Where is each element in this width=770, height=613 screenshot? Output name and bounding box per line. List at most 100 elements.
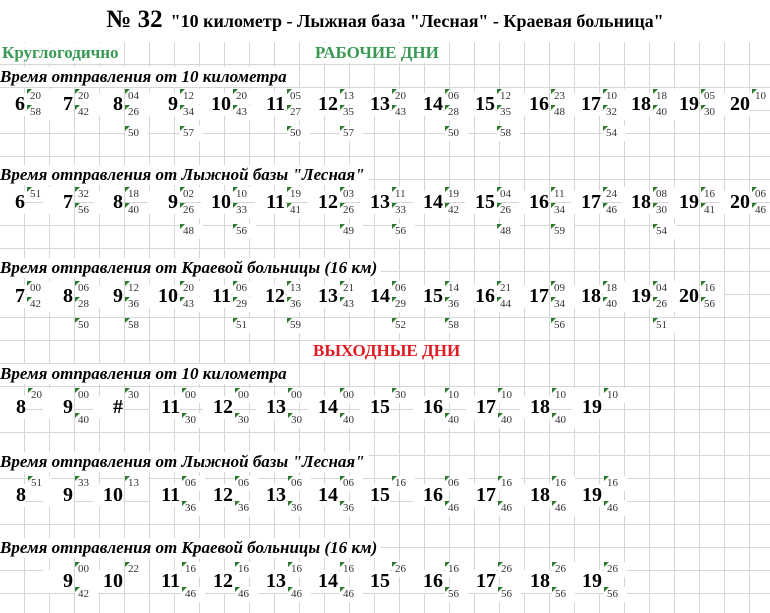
minute-cell: 34	[180, 105, 203, 120]
hour-cell: 13	[360, 93, 390, 116]
hour-cell: 13	[256, 484, 286, 507]
hour-cell: 11	[150, 570, 180, 593]
minute-cell: 40	[75, 413, 98, 428]
section-label: Время отправления от Краевой больницы (1…	[0, 538, 382, 558]
hour-cell: 12	[308, 191, 338, 214]
hour-cell: 15	[413, 285, 443, 308]
minute-cell: 16	[498, 476, 521, 491]
minute-cell: 21	[497, 281, 520, 296]
minute-cell: 26	[340, 203, 363, 218]
minute-cell: 54	[653, 224, 676, 239]
minute-cell: 09	[551, 281, 574, 296]
minute-cell: 16	[340, 562, 363, 577]
minute-cell: 33	[75, 476, 98, 491]
minute-cell: 56	[552, 587, 575, 602]
hour-cell: 15	[360, 570, 390, 593]
hour-cell: 8	[93, 93, 123, 116]
minute-cell: 26	[604, 562, 627, 577]
minute-cell: 40	[552, 413, 575, 428]
minute-cell: 00	[340, 388, 363, 403]
minute-cell: 52	[392, 318, 415, 333]
minute-cell: 28	[445, 105, 468, 120]
hour-cell: 10	[93, 484, 123, 507]
hour-cell: 15	[360, 396, 390, 419]
season-label: Круглогодично	[2, 43, 119, 63]
minute-cell: 20	[75, 89, 98, 104]
minute-cell: 30	[288, 413, 311, 428]
minute-cell: 06	[752, 187, 770, 202]
minute-cell: 12	[497, 89, 520, 104]
route-number: № 32	[106, 6, 163, 33]
minute-cell: 16	[604, 476, 627, 491]
minute-cell: 06	[288, 476, 311, 491]
minute-cell: 26	[497, 203, 520, 218]
minute-cell: 00	[288, 388, 311, 403]
minute-cell: 10	[498, 388, 521, 403]
minute-cell: 16	[392, 476, 415, 491]
hour-cell: 18	[520, 396, 550, 419]
route-name: "10 километр - Лыжная база "Лесная" - Кр…	[170, 11, 664, 31]
minute-cell: 10	[445, 388, 468, 403]
minute-cell: 16	[182, 562, 205, 577]
minute-cell: 20	[233, 89, 256, 104]
minute-cell: 46	[752, 203, 770, 218]
hour-cell: 13	[308, 285, 338, 308]
hour-cell: 10	[148, 285, 178, 308]
hour-cell: 9	[43, 484, 73, 507]
hour-cell: 16	[465, 285, 495, 308]
weekdays-heading: РАБОЧИЕ ДНИ	[315, 43, 439, 63]
minute-cell: 44	[497, 297, 520, 312]
hour-cell: 17	[466, 396, 496, 419]
hour-cell: 17	[571, 93, 601, 116]
minute-cell: 10	[752, 89, 770, 104]
minute-cell: 05	[701, 89, 724, 104]
minute-cell: 50	[75, 318, 98, 333]
hour-cell: 9	[148, 191, 178, 214]
minute-cell: 42	[75, 105, 98, 120]
minute-cell: 26	[552, 562, 575, 577]
minute-cell: 46	[603, 203, 626, 218]
minute-cell: 36	[235, 501, 258, 516]
minute-cell: 12	[180, 89, 203, 104]
minute-cell: 46	[288, 587, 311, 602]
hour-cell: 6	[0, 191, 25, 214]
hour-cell: 17	[571, 191, 601, 214]
minute-cell: 19	[445, 187, 468, 202]
minute-cell: 16	[235, 562, 258, 577]
minute-cell: 22	[125, 562, 148, 577]
minute-cell: 56	[701, 297, 724, 312]
minute-cell: 40	[125, 203, 148, 218]
minute-cell: 30	[182, 413, 205, 428]
hour-cell: 9	[43, 570, 73, 593]
minute-cell: 18	[125, 187, 148, 202]
minute-cell: 06	[340, 476, 363, 491]
hour-cell: 11	[201, 285, 231, 308]
hour-cell: 17	[519, 285, 549, 308]
hour-cell: 16	[413, 570, 443, 593]
minute-cell: 24	[603, 187, 626, 202]
minute-cell: 56	[75, 203, 98, 218]
minute-cell: 56	[445, 587, 468, 602]
minute-cell: 36	[182, 501, 205, 516]
hour-cell: 18	[571, 285, 601, 308]
minute-cell: 32	[75, 187, 98, 202]
page-title: № 32 "10 километр - Лыжная база "Лесная" …	[0, 6, 770, 34]
minute-cell: 30	[235, 413, 258, 428]
hour-cell: 8	[43, 285, 73, 308]
hour-cell: 19	[621, 285, 651, 308]
minute-cell: 36	[287, 297, 310, 312]
hour-cell: 14	[413, 93, 443, 116]
hour-cell: 9	[93, 285, 123, 308]
minute-cell: 46	[235, 587, 258, 602]
hour-cell: 19	[669, 93, 699, 116]
hour-cell: 20	[720, 191, 750, 214]
section-label: Время отправления от 10 километра	[0, 67, 291, 87]
minute-cell: 58	[445, 318, 468, 333]
minute-cell: 46	[340, 587, 363, 602]
minute-cell: 33	[233, 203, 256, 218]
minute-cell: 40	[498, 413, 521, 428]
minute-cell: 10	[603, 89, 626, 104]
hour-cell: 20	[720, 93, 750, 116]
hour-cell: 10	[201, 191, 231, 214]
minute-cell: 49	[340, 224, 363, 239]
